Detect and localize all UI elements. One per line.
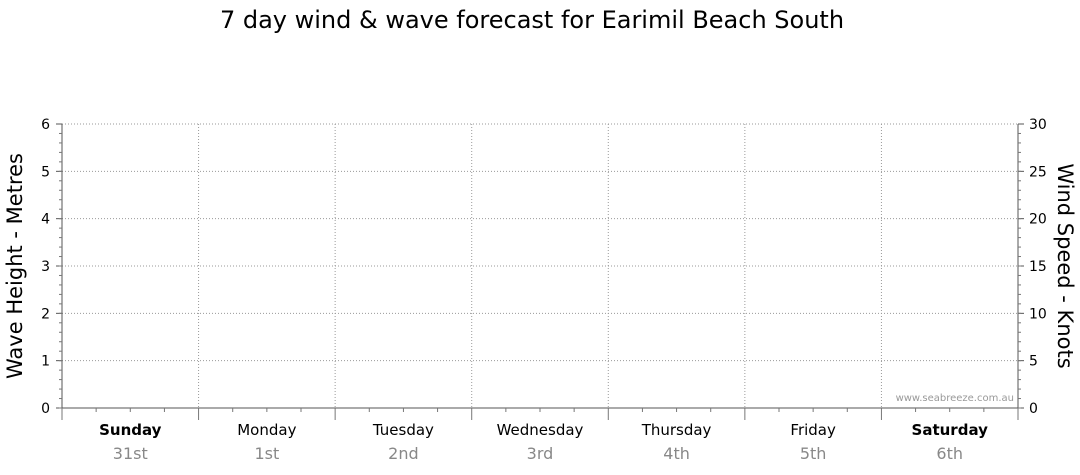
day-date-label: 31st: [113, 444, 148, 463]
day-labels: Sunday 31st Monday 1st Tuesday 2nd Wednesday 3r…: [99, 421, 988, 463]
day-date-label: 2nd: [388, 444, 418, 463]
left-tick-label: 6: [41, 117, 50, 133]
day-name-label: Tuesday: [372, 421, 434, 439]
day-date-label: 6th: [936, 444, 963, 463]
left-tick-label: 1: [41, 354, 50, 370]
axes: [61, 124, 1019, 420]
right-tick-label: 30: [1029, 117, 1047, 133]
watermark: www.seabreeze.com.au: [896, 393, 1014, 404]
day-date-label: 5th: [800, 444, 827, 463]
day-name-label: Friday: [790, 421, 836, 439]
day-name-label: Monday: [237, 421, 296, 439]
day-name-label: Sunday: [99, 421, 162, 439]
day-name-label: Thursday: [641, 421, 712, 439]
left-tick-label: 2: [41, 306, 50, 322]
right-tick-label: 10: [1029, 306, 1047, 322]
day-name-label: Wednesday: [497, 421, 584, 439]
left-axis-ticks: 0 1 2 3 4 5 6: [41, 117, 62, 417]
grid: [62, 123, 1018, 408]
day-date-label: 1st: [254, 444, 279, 463]
right-axis-ticks: 0 5 10 15 20 25 30: [1018, 117, 1047, 417]
right-tick-label: 15: [1029, 259, 1047, 275]
left-tick-label: 4: [41, 212, 50, 228]
right-tick-label: 5: [1029, 354, 1038, 370]
right-tick-label: 25: [1029, 164, 1047, 180]
left-tick-label: 5: [41, 164, 50, 180]
right-tick-label: 20: [1029, 212, 1047, 228]
right-tick-label: 0: [1029, 401, 1038, 417]
day-name-label: Saturday: [912, 421, 989, 439]
day-date-label: 4th: [663, 444, 690, 463]
left-axis-label: Wave Height - Metres: [3, 153, 27, 379]
left-tick-label: 0: [41, 401, 50, 417]
right-axis-label: Wind Speed - Knots: [1053, 163, 1077, 368]
left-tick-label: 3: [41, 259, 50, 275]
chart-title: 7 day wind & wave forecast for Earimil B…: [220, 6, 844, 34]
day-date-label: 3rd: [527, 444, 554, 463]
